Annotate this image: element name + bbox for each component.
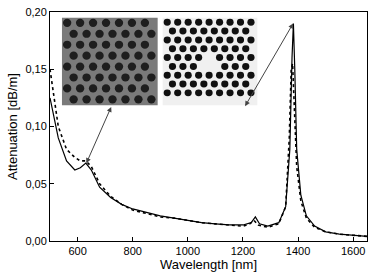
svg-text:Wavelength [nm]: Wavelength [nm]: [160, 257, 257, 272]
svg-text:0,00: 0,00: [25, 235, 46, 247]
svg-text:1600: 1600: [341, 245, 365, 257]
svg-text:0,05: 0,05: [25, 178, 46, 190]
svg-text:0,20: 0,20: [25, 6, 46, 18]
svg-text:600: 600: [68, 245, 86, 257]
svg-text:0,15: 0,15: [25, 63, 46, 75]
svg-text:1000: 1000: [176, 245, 200, 257]
svg-text:800: 800: [124, 245, 142, 257]
svg-text:1400: 1400: [286, 245, 310, 257]
svg-text:1200: 1200: [231, 245, 255, 257]
svg-text:Attenuation [dB/m]: Attenuation [dB/m]: [5, 73, 20, 180]
svg-text:0,10: 0,10: [25, 120, 46, 132]
